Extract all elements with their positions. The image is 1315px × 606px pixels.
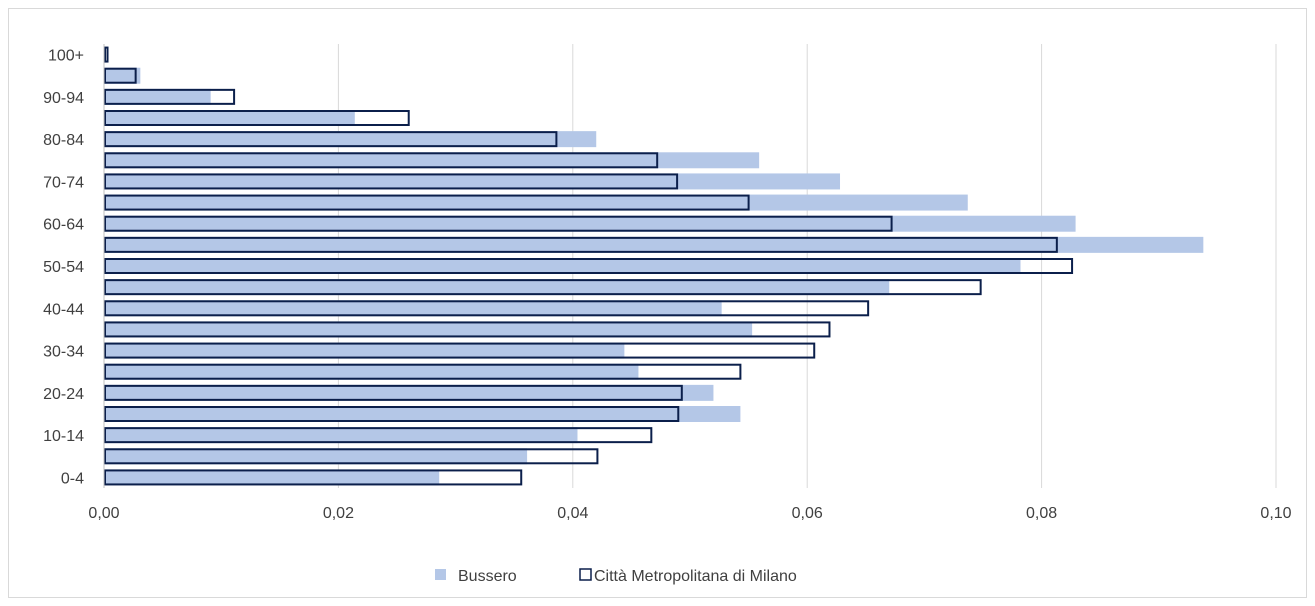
bar-citta-metropolitana — [104, 194, 750, 211]
y-tick-label: 50-54 — [43, 259, 84, 276]
bar-citta-metropolitana — [104, 300, 870, 317]
bar-bussero — [104, 427, 578, 444]
legend-swatch-bussero — [435, 569, 446, 580]
bar-citta-metropolitana — [104, 215, 893, 232]
bar-citta-metropolitana — [104, 448, 599, 465]
bar-bussero — [104, 279, 890, 296]
bars — [104, 46, 1204, 486]
bar-bussero — [104, 342, 625, 359]
y-tick-label: 80-84 — [43, 132, 84, 149]
bar-bussero — [104, 448, 528, 465]
legend-label-bussero: Bussero — [458, 568, 517, 585]
y-tick-label: 20-24 — [43, 386, 84, 403]
y-tick-label: 10-14 — [43, 428, 84, 445]
bar-citta-metropolitana — [104, 46, 109, 63]
y-tick-label: 60-64 — [43, 217, 84, 234]
bar-citta-metropolitana — [104, 258, 1074, 274]
bar-bussero — [104, 67, 141, 84]
bar-citta-metropolitana — [104, 279, 982, 296]
y-tick-label: 90-94 — [43, 90, 84, 107]
bar-citta-metropolitana — [104, 67, 137, 84]
bar-bussero — [104, 215, 1076, 232]
bar-citta-metropolitana — [104, 427, 653, 444]
bar-bussero — [104, 110, 355, 126]
bar-citta-metropolitana — [104, 406, 680, 422]
x-tick-label: 0,08 — [1026, 505, 1057, 522]
axes: 0,00 0,02 0,04 0,06 0,08 0,10 0-4 10-14 20-24 30-… — [43, 44, 1292, 522]
bar-citta-metropolitana — [104, 342, 816, 359]
bar-citta-metropolitana — [104, 236, 1058, 253]
legend: Bussero Città Metropolitana di Milano — [435, 568, 797, 585]
x-tick-label: 0,04 — [557, 505, 588, 522]
bar-bussero — [104, 194, 968, 211]
y-tick-label: 100+ — [48, 48, 84, 65]
bar-bussero — [104, 152, 760, 169]
bar-citta-metropolitana — [104, 110, 410, 126]
bar-bussero — [104, 258, 1021, 274]
y-tick-label: 70-74 — [43, 174, 84, 191]
x-tick-label: 0,00 — [88, 505, 119, 522]
y-tick-label: 0-4 — [61, 470, 84, 487]
bar-bussero — [104, 236, 1204, 253]
bar-citta-metropolitana — [104, 152, 659, 169]
bar-bussero — [104, 131, 597, 148]
bar-citta-metropolitana — [104, 321, 831, 338]
bar-citta-metropolitana — [104, 131, 558, 148]
bar-bussero — [104, 173, 841, 190]
bar-bussero — [104, 300, 722, 317]
bar-bussero — [104, 406, 741, 422]
bar-citta-metropolitana — [104, 363, 742, 380]
x-tick-label: 0,06 — [792, 505, 823, 522]
legend-swatch-citta-metropolitana — [579, 568, 592, 581]
x-tick-label: 0,10 — [1260, 505, 1291, 522]
bar-bussero — [104, 88, 211, 105]
bar-citta-metropolitana — [104, 469, 523, 486]
bar-citta-metropolitana — [104, 88, 236, 105]
y-tick-label: 30-34 — [43, 344, 84, 361]
y-tick-label: 40-44 — [43, 301, 84, 318]
bar-citta-metropolitana — [104, 173, 679, 190]
bar-bussero — [104, 384, 714, 401]
bar-bussero — [104, 469, 440, 486]
bar-bussero — [104, 363, 639, 380]
bar-bussero — [104, 321, 753, 338]
x-tick-label: 0,02 — [323, 505, 354, 522]
bar-citta-metropolitana — [104, 384, 683, 401]
legend-label-citta-metropolitana: Città Metropolitana di Milano — [594, 568, 797, 585]
